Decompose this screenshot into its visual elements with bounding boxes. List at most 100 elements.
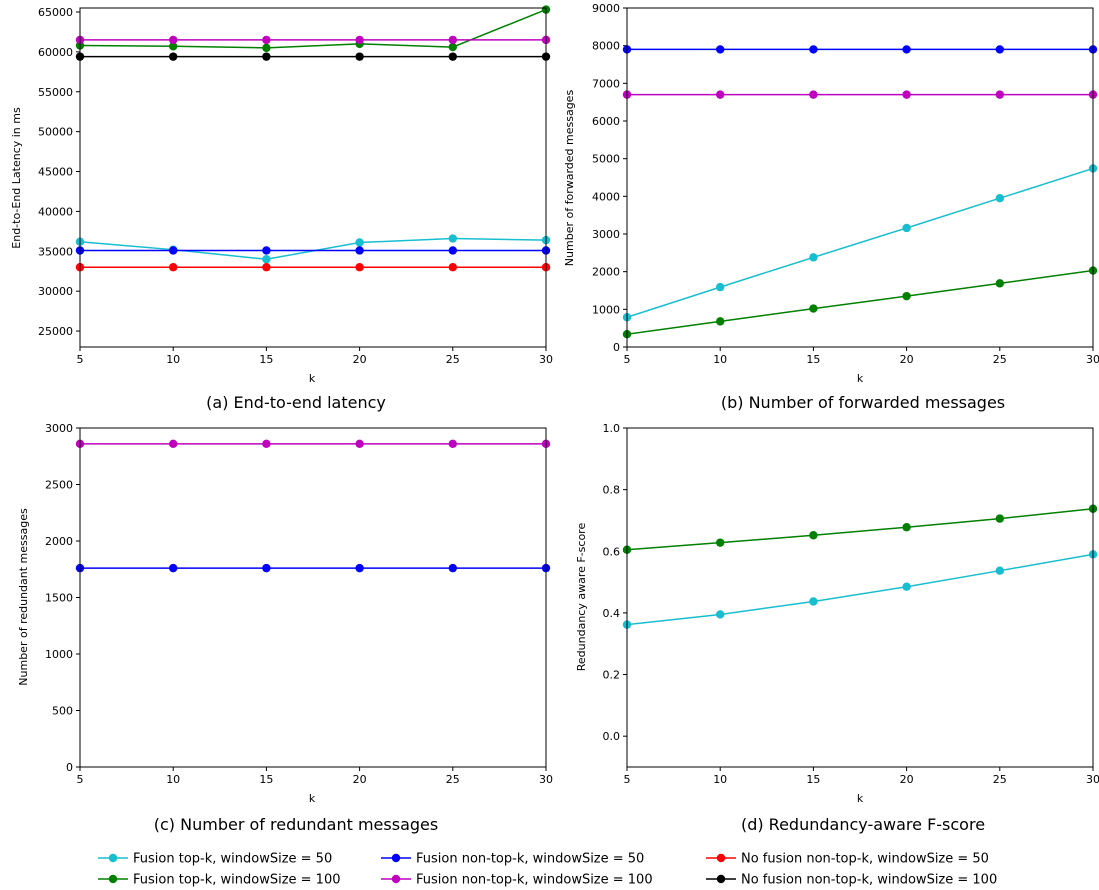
data-point [448, 246, 457, 255]
series-line [79, 237, 547, 261]
data-point [355, 35, 364, 45]
data-point [169, 439, 178, 449]
legend-swatch-marker [108, 874, 118, 884]
data-point [448, 234, 457, 243]
data-point [902, 223, 911, 233]
data-point [355, 52, 364, 61]
data-point [448, 52, 457, 61]
legend: Fusion top-k, windowSize = 50 Fusion non-… [98, 852, 997, 888]
data-point [716, 538, 725, 547]
y-tick-label: 0.4 [603, 607, 621, 620]
data-point [809, 45, 818, 54]
data-point [262, 35, 271, 45]
legend-swatch-marker [391, 853, 401, 863]
data-point [169, 35, 178, 45]
data-point [355, 263, 364, 272]
legend-item: Fusion top-k, windowSize = 50 [98, 852, 332, 867]
x-tick-label: 20 [353, 353, 367, 366]
y-tick-label: 30000 [38, 285, 73, 298]
data-point [448, 35, 457, 45]
y-tick-label: 0.6 [603, 545, 621, 558]
legend-label: No fusion non-top-k, windowSize = 50 [741, 852, 989, 867]
legend-label: Fusion top-k, windowSize = 50 [133, 852, 332, 867]
data-point [716, 610, 725, 619]
y-tick-label: 2000 [592, 266, 620, 279]
legend-swatch-marker [716, 853, 726, 863]
y-tick-label: 1500 [45, 592, 73, 605]
data-point [902, 291, 911, 301]
x-tick-label: 10 [713, 353, 727, 366]
plot-frame [79, 427, 547, 768]
data-point [995, 45, 1004, 54]
data-point [262, 43, 271, 53]
plot-frame [626, 427, 1094, 768]
legend-label: Fusion non-top-k, windowSize = 100 [416, 873, 653, 888]
y-tick-label: 8000 [592, 40, 620, 53]
data-point [355, 439, 364, 449]
x-tick-label: 25 [993, 773, 1007, 786]
data-point [995, 514, 1004, 523]
x-tick-label: 30 [539, 353, 553, 366]
x-tick-label: 25 [993, 353, 1007, 366]
y-tick-label: 6000 [592, 115, 620, 128]
x-tick-label: 5 [77, 353, 84, 366]
data-point [716, 282, 725, 292]
data-point [262, 246, 271, 255]
series-line [79, 8, 547, 49]
x-tick-label: 15 [806, 773, 820, 786]
y-tick-label: 4000 [592, 190, 620, 203]
panel-caption: (d) Redundancy-aware F-score [741, 815, 985, 834]
panel-caption: (b) Number of forwarded messages [721, 393, 1005, 412]
data-point [448, 439, 457, 449]
data-point [995, 279, 1004, 288]
data-point [262, 439, 271, 449]
data-point [809, 304, 818, 313]
y-tick-label: 0.2 [603, 669, 621, 682]
x-tick-label: 10 [166, 773, 180, 786]
y-tick-label: 45000 [38, 166, 73, 179]
x-tick-label: 30 [539, 773, 553, 786]
y-tick-label: 0.0 [603, 730, 621, 743]
data-point [262, 255, 271, 264]
legend-label: Fusion top-k, windowSize = 100 [133, 873, 340, 888]
x-axis-label: k [309, 372, 316, 385]
y-tick-label: 35000 [38, 245, 73, 258]
data-point [355, 246, 364, 255]
x-axis-label: k [857, 792, 864, 805]
legend-swatch-marker [108, 853, 118, 863]
y-tick-label: 25000 [38, 325, 73, 338]
data-point [809, 90, 818, 99]
series-line [626, 553, 1094, 626]
y-axis-label: End-to-End Latency in ms [10, 107, 23, 249]
y-tick-label: 5000 [592, 153, 620, 166]
y-tick-label: 50000 [38, 126, 73, 139]
y-tick-label: 1000 [592, 303, 620, 316]
y-tick-label: 55000 [38, 86, 73, 99]
data-point [902, 523, 911, 532]
data-point [169, 246, 178, 255]
data-point [355, 238, 364, 247]
data-point [809, 531, 818, 540]
y-tick-label: 3000 [592, 228, 620, 241]
x-tick-label: 10 [713, 773, 727, 786]
x-tick-label: 25 [446, 773, 460, 786]
data-point [169, 563, 178, 573]
data-point [716, 90, 725, 99]
y-tick-label: 2000 [45, 535, 73, 548]
chart-panel-1: 25000 30000 35000 40000 45000 50000 55000 60000… [10, 5, 553, 412]
x-tick-label: 20 [900, 353, 914, 366]
data-point [716, 317, 725, 326]
x-tick-label: 5 [624, 353, 631, 366]
data-point [169, 52, 178, 61]
x-axis-label: k [857, 372, 864, 385]
data-point [809, 253, 818, 262]
x-tick-label: 20 [353, 773, 367, 786]
data-point [902, 45, 911, 54]
y-tick-label: 40000 [38, 205, 73, 218]
data-point [169, 42, 178, 51]
y-tick-label: 0.8 [603, 484, 621, 497]
legend-label: Fusion non-top-k, windowSize = 50 [416, 852, 644, 867]
x-axis-label: k [309, 792, 316, 805]
series-line [626, 507, 1094, 551]
legend-swatch-marker [716, 874, 726, 884]
